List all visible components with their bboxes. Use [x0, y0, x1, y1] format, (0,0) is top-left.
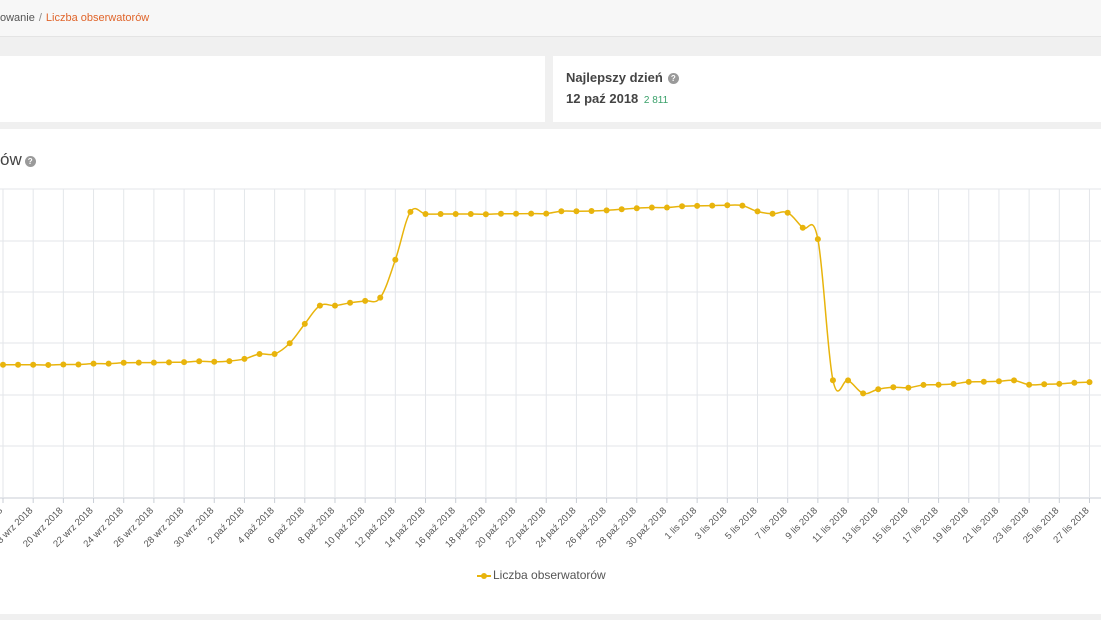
data-point	[980, 378, 987, 385]
data-point	[573, 208, 580, 215]
data-point	[452, 211, 459, 218]
data-point	[679, 203, 686, 210]
data-point	[1086, 379, 1093, 386]
data-point	[347, 299, 354, 306]
data-point	[905, 384, 912, 391]
breadcrumb: owanie / Liczba obserwatorów	[0, 12, 149, 24]
legend-line-marker-icon	[477, 571, 491, 581]
data-point	[950, 380, 957, 387]
question-circle-icon[interactable]: ?	[667, 73, 679, 85]
data-point	[377, 294, 384, 301]
data-point	[90, 360, 97, 367]
best-day-title-text: Najlepszy dzień	[566, 70, 663, 85]
best-day-value: 12 paź 2018 2 811	[566, 91, 668, 106]
data-point	[392, 256, 399, 263]
breadcrumb-parent-link[interactable]: owanie	[0, 12, 35, 24]
data-point	[271, 350, 278, 357]
data-point	[784, 209, 791, 216]
data-point	[497, 210, 504, 217]
data-point	[105, 360, 112, 367]
data-point	[226, 358, 233, 365]
data-point	[211, 358, 218, 365]
data-point	[814, 236, 821, 243]
data-point	[890, 384, 897, 391]
best-day-title: Najlepszy dzień?	[566, 70, 679, 85]
stats-card-left	[0, 56, 545, 122]
data-point	[920, 381, 927, 388]
data-point	[829, 377, 836, 384]
data-point	[588, 208, 595, 214]
data-point	[724, 202, 731, 209]
data-point	[75, 361, 82, 368]
data-point	[694, 202, 701, 209]
data-point	[875, 386, 882, 393]
data-point	[150, 359, 157, 366]
data-point	[618, 206, 625, 213]
data-point	[422, 211, 429, 218]
x-axis-tick-label: 1 lis 2018	[663, 505, 700, 542]
data-point	[362, 297, 369, 304]
data-point	[663, 204, 670, 211]
data-point	[316, 302, 323, 309]
data-point	[603, 207, 610, 214]
data-point	[709, 202, 716, 209]
data-point	[845, 377, 852, 384]
data-point	[15, 361, 22, 368]
chart-title: ów?	[0, 150, 36, 170]
data-point	[754, 208, 761, 215]
data-point	[739, 202, 746, 209]
data-point	[482, 211, 489, 218]
best-day-date: 12 paź 2018	[566, 91, 639, 106]
legend-series-label: Liczba obserwatorów	[493, 568, 606, 582]
data-point	[407, 208, 414, 215]
data-point	[301, 320, 308, 327]
data-point	[331, 302, 338, 309]
question-circle-icon[interactable]: ?	[24, 156, 36, 167]
data-point	[965, 378, 972, 385]
data-point	[30, 361, 37, 368]
x-axis-tick-label: 5 lis 2018	[723, 505, 760, 542]
data-point	[528, 210, 535, 217]
breadcrumb-current: Liczba obserwatorów	[45, 12, 150, 24]
data-point	[769, 210, 776, 217]
data-point	[196, 358, 203, 365]
breadcrumb-separator: /	[38, 12, 42, 24]
data-point	[120, 359, 127, 366]
data-point	[0, 361, 6, 368]
data-point	[799, 224, 806, 231]
data-point	[286, 340, 293, 347]
data-point	[513, 210, 520, 217]
breadcrumb-bar: owanie / Liczba obserwatorów	[0, 0, 1101, 37]
data-point	[1026, 381, 1033, 388]
x-axis-tick-label: 7 lis 2018	[753, 505, 790, 542]
chart-title-text: ów	[0, 150, 22, 169]
data-point	[135, 359, 142, 366]
data-point	[1041, 381, 1048, 388]
data-point	[995, 378, 1002, 385]
data-point	[543, 210, 550, 217]
data-point	[165, 359, 172, 366]
best-day-card: Najlepszy dzień? 12 paź 2018 2 811	[553, 56, 1101, 122]
data-point	[45, 361, 52, 368]
data-point	[1056, 380, 1063, 387]
x-axis-tick-label: 3 lis 2018	[693, 505, 730, 542]
data-point	[60, 361, 67, 368]
data-point	[1011, 377, 1018, 384]
data-point	[437, 211, 444, 218]
data-point	[648, 204, 655, 211]
best-day-count: 2 811	[643, 95, 669, 106]
data-point	[1071, 379, 1078, 386]
chart-legend[interactable]: Liczba obserwatorów	[477, 568, 606, 582]
data-point	[181, 359, 188, 366]
data-point	[633, 205, 640, 212]
data-point	[935, 381, 942, 388]
data-point	[256, 350, 263, 357]
data-point	[241, 355, 248, 362]
data-point	[558, 208, 565, 215]
data-point	[860, 390, 867, 397]
data-point	[467, 211, 474, 218]
